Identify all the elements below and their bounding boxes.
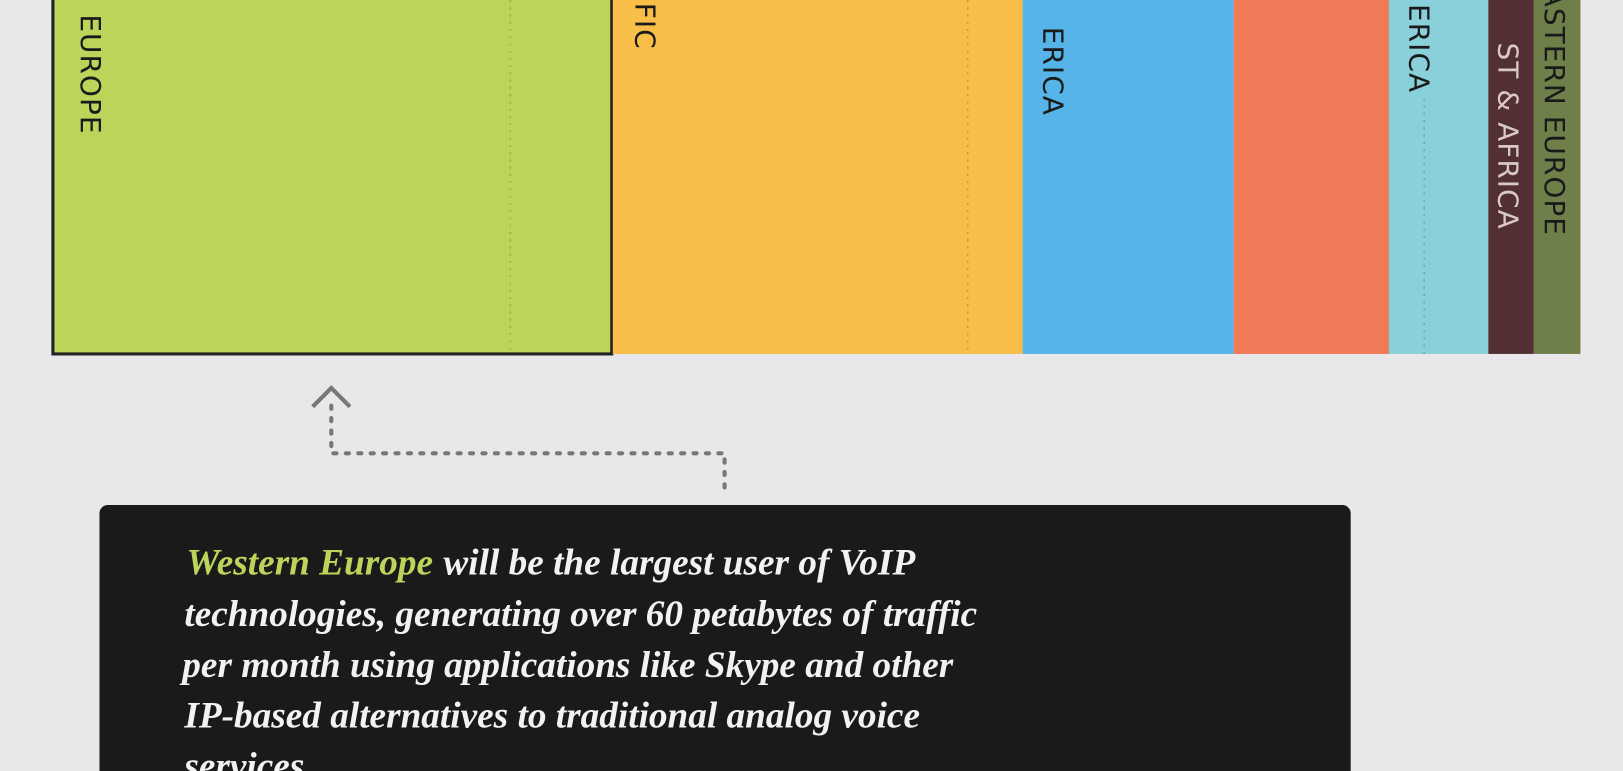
segment-label: ERICA bbox=[1036, 27, 1069, 116]
segment-label: ST & AFRICA bbox=[1492, 43, 1525, 230]
callout-line: per month using applications like Skype … bbox=[179, 645, 953, 686]
segments bbox=[51, 0, 1581, 356]
segment-label: FIC bbox=[629, 3, 662, 50]
segment bbox=[1388, 0, 1489, 354]
callout: Western Europe will be the largest user o… bbox=[179, 542, 977, 771]
segment bbox=[51, 0, 614, 356]
segment bbox=[1022, 0, 1234, 354]
callout-line: services. bbox=[183, 746, 313, 771]
segment bbox=[1233, 0, 1389, 354]
segment-label: ERICA bbox=[1403, 4, 1436, 93]
callout-text: will be the largest user of VoIP bbox=[443, 542, 915, 583]
segment-label: EUROPE bbox=[74, 14, 107, 134]
segment bbox=[612, 0, 1023, 354]
segment bbox=[1488, 0, 1534, 354]
highlight: Western Europe bbox=[186, 542, 433, 583]
callout-line: Western Europe will be the largest user o… bbox=[186, 542, 915, 583]
arrow-head bbox=[311, 385, 352, 409]
callout-line: IP-based alternatives to traditional ana… bbox=[183, 696, 920, 737]
dotted-connector bbox=[329, 403, 727, 499]
callout-line: technologies, generating over 60 petabyt… bbox=[184, 594, 977, 635]
segment-label: ASTERN EUROPE bbox=[1538, 0, 1571, 236]
pointer bbox=[311, 385, 727, 499]
segment bbox=[1533, 0, 1581, 354]
callout-box bbox=[99, 505, 1351, 771]
segment-labels: EUROPE FIC ERICA ERICA ST & AFRICA ASTER… bbox=[74, 0, 1571, 236]
